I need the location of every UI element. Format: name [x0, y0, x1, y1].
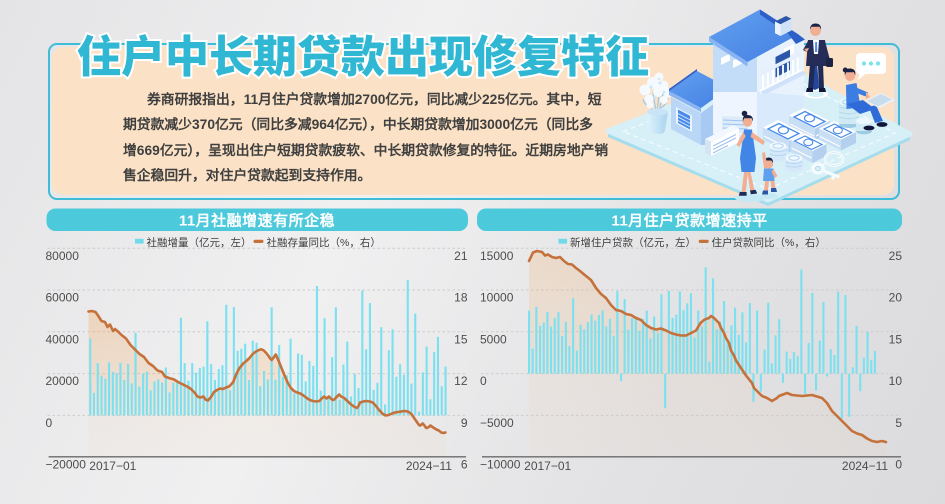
svg-text:18: 18: [454, 291, 468, 305]
svg-text:21: 21: [454, 249, 468, 263]
svg-text:9: 9: [461, 416, 468, 430]
svg-text:15: 15: [889, 332, 903, 346]
svg-text:15000: 15000: [480, 249, 514, 263]
svg-text:5000: 5000: [480, 332, 507, 346]
svg-text:6: 6: [461, 457, 468, 471]
svg-text:15: 15: [454, 332, 468, 346]
svg-text:40000: 40000: [46, 332, 80, 346]
svg-text:−20000: −20000: [46, 457, 87, 471]
svg-text:5: 5: [895, 416, 902, 430]
svg-text:2017−01: 2017−01: [89, 459, 136, 473]
svg-text:社融增量（亿元，左）: 社融增量（亿元，左）: [147, 236, 252, 249]
svg-text:0: 0: [895, 457, 902, 471]
svg-text:10: 10: [889, 374, 903, 388]
svg-text:2024−11: 2024−11: [842, 459, 888, 473]
svg-text:60000: 60000: [46, 291, 80, 305]
svg-text:11月社融增速有所企稳: 11月社融增速有所企稳: [179, 212, 335, 230]
svg-text:社融存量同比（%，右）: 社融存量同比（%，右）: [267, 236, 381, 249]
svg-text:10000: 10000: [480, 291, 514, 305]
svg-text:−5000: −5000: [480, 416, 514, 430]
svg-text:2024−11: 2024−11: [406, 459, 452, 473]
svg-text:0: 0: [480, 374, 487, 388]
svg-text:11月住户贷款增速持平: 11月住户贷款增速持平: [611, 212, 767, 230]
svg-text:0: 0: [46, 416, 53, 430]
svg-text:新增住户贷款（亿元，左）: 新增住户贷款（亿元，左）: [570, 236, 696, 249]
svg-text:住户贷款同比（%，右）: 住户贷款同比（%，右）: [712, 236, 826, 249]
svg-text:12: 12: [454, 374, 468, 388]
svg-text:20000: 20000: [46, 374, 80, 388]
svg-text:25: 25: [889, 249, 903, 263]
svg-text:80000: 80000: [46, 249, 80, 263]
svg-text:−10000: −10000: [480, 457, 521, 471]
svg-text:20: 20: [889, 291, 903, 305]
svg-text:2017−01: 2017−01: [524, 459, 571, 473]
